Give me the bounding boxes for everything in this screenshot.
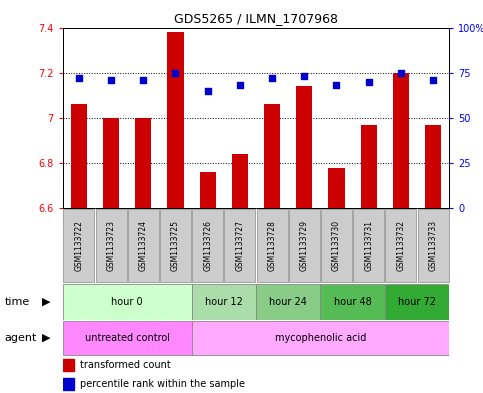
Title: GDS5265 / ILMN_1707968: GDS5265 / ILMN_1707968	[174, 12, 338, 25]
Text: untreated control: untreated control	[85, 333, 170, 343]
Point	[107, 77, 115, 83]
Bar	[71, 105, 87, 208]
Text: ▶: ▶	[42, 297, 50, 307]
Bar	[232, 154, 248, 208]
Bar	[321, 209, 352, 282]
Bar	[225, 209, 256, 282]
Text: GSM1133725: GSM1133725	[171, 220, 180, 271]
Bar	[361, 125, 377, 208]
Text: GSM1133729: GSM1133729	[300, 220, 309, 271]
Point	[300, 73, 308, 79]
Bar	[393, 73, 409, 208]
Text: GSM1133726: GSM1133726	[203, 220, 212, 271]
Text: hour 72: hour 72	[398, 297, 436, 307]
Bar	[63, 359, 73, 371]
Text: percentile rank within the sample: percentile rank within the sample	[80, 379, 245, 389]
Text: time: time	[5, 297, 30, 307]
Text: hour 48: hour 48	[334, 297, 371, 307]
Point	[268, 75, 276, 81]
Bar	[103, 118, 119, 208]
Bar	[256, 284, 320, 320]
Bar	[192, 209, 223, 282]
Text: GSM1133727: GSM1133727	[235, 220, 244, 271]
Bar	[168, 32, 184, 208]
Bar	[63, 321, 192, 355]
Bar	[63, 378, 73, 390]
Text: agent: agent	[5, 333, 37, 343]
Bar	[160, 209, 191, 282]
Bar	[289, 209, 320, 282]
Bar	[192, 321, 449, 355]
Text: transformed count: transformed count	[80, 360, 171, 370]
Bar	[320, 284, 385, 320]
Bar	[385, 209, 416, 282]
Bar	[425, 125, 441, 208]
Bar	[328, 168, 344, 208]
Point	[429, 77, 437, 83]
Text: hour 24: hour 24	[269, 297, 307, 307]
Bar	[385, 284, 449, 320]
Point	[333, 82, 341, 88]
Bar	[296, 86, 313, 208]
Bar	[264, 105, 280, 208]
Text: GSM1133722: GSM1133722	[74, 220, 84, 271]
Bar	[192, 284, 256, 320]
Bar	[256, 209, 287, 282]
Bar	[135, 118, 151, 208]
Text: hour 0: hour 0	[112, 297, 143, 307]
Text: hour 12: hour 12	[205, 297, 243, 307]
Text: GSM1133731: GSM1133731	[364, 220, 373, 271]
Text: GSM1133728: GSM1133728	[268, 220, 277, 271]
Text: GSM1133723: GSM1133723	[107, 220, 115, 271]
Bar	[199, 172, 216, 208]
Point	[204, 88, 212, 94]
Text: GSM1133724: GSM1133724	[139, 220, 148, 271]
Bar	[63, 284, 192, 320]
Bar	[96, 209, 127, 282]
Point	[171, 70, 179, 76]
Text: GSM1133732: GSM1133732	[397, 220, 405, 271]
Point	[75, 75, 83, 81]
Bar	[63, 209, 94, 282]
Bar	[128, 209, 159, 282]
Bar	[353, 209, 384, 282]
Text: ▶: ▶	[42, 333, 50, 343]
Point	[397, 70, 405, 76]
Bar	[418, 209, 449, 282]
Point	[365, 79, 372, 85]
Point	[140, 77, 147, 83]
Text: GSM1133733: GSM1133733	[428, 220, 438, 271]
Point	[236, 82, 244, 88]
Text: GSM1133730: GSM1133730	[332, 220, 341, 271]
Text: mycophenolic acid: mycophenolic acid	[275, 333, 366, 343]
